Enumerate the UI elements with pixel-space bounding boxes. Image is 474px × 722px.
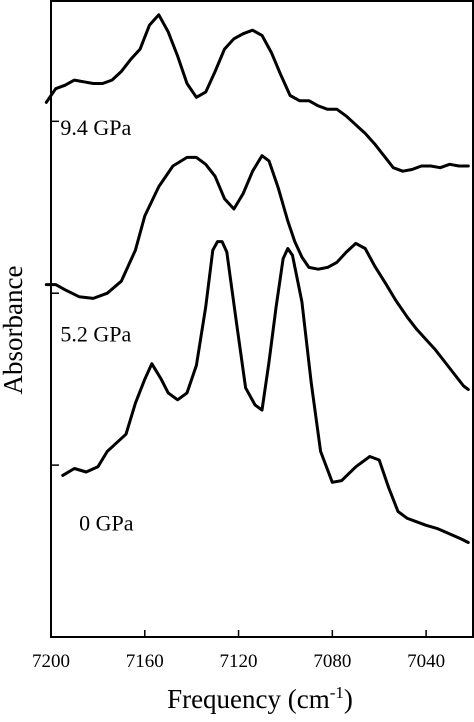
x-axis-tick-labels: 7200 7160 7120 7080 7040 [32, 651, 445, 672]
spectra-traces [44, 13, 470, 544]
spectrum-trace [61, 240, 470, 544]
spectrum-trace [44, 154, 470, 391]
x-tick-label: 7120 [220, 651, 258, 672]
x-axis-title-superscript: -1 [330, 683, 344, 702]
plot-frame [50, 0, 474, 638]
x-tick-label: 7080 [313, 651, 351, 672]
x-axis-title-main: Frequency (cm [167, 684, 330, 714]
x-tick-label: 7160 [126, 651, 164, 672]
x-tick-label: 7040 [407, 651, 445, 672]
x-axis-title-suffix: ) [344, 684, 353, 714]
x-axis-ticks [50, 630, 427, 637]
x-axis-title: Frequency (cm-1) [167, 683, 353, 714]
series-label: 5.2 GPa [60, 321, 131, 346]
spectrum-trace [44, 13, 470, 173]
y-axis-title: Absorbance [0, 266, 28, 395]
x-tick-label: 7200 [32, 651, 70, 672]
series-label: 0 GPa [79, 510, 134, 535]
plot-area: 0 GPa 5.2 GPa 9.4 GPa [44, 0, 474, 638]
series-labels: 0 GPa 5.2 GPa 9.4 GPa [60, 115, 133, 535]
y-axis-ticks [51, 120, 59, 466]
series-label: 9.4 GPa [60, 115, 131, 140]
